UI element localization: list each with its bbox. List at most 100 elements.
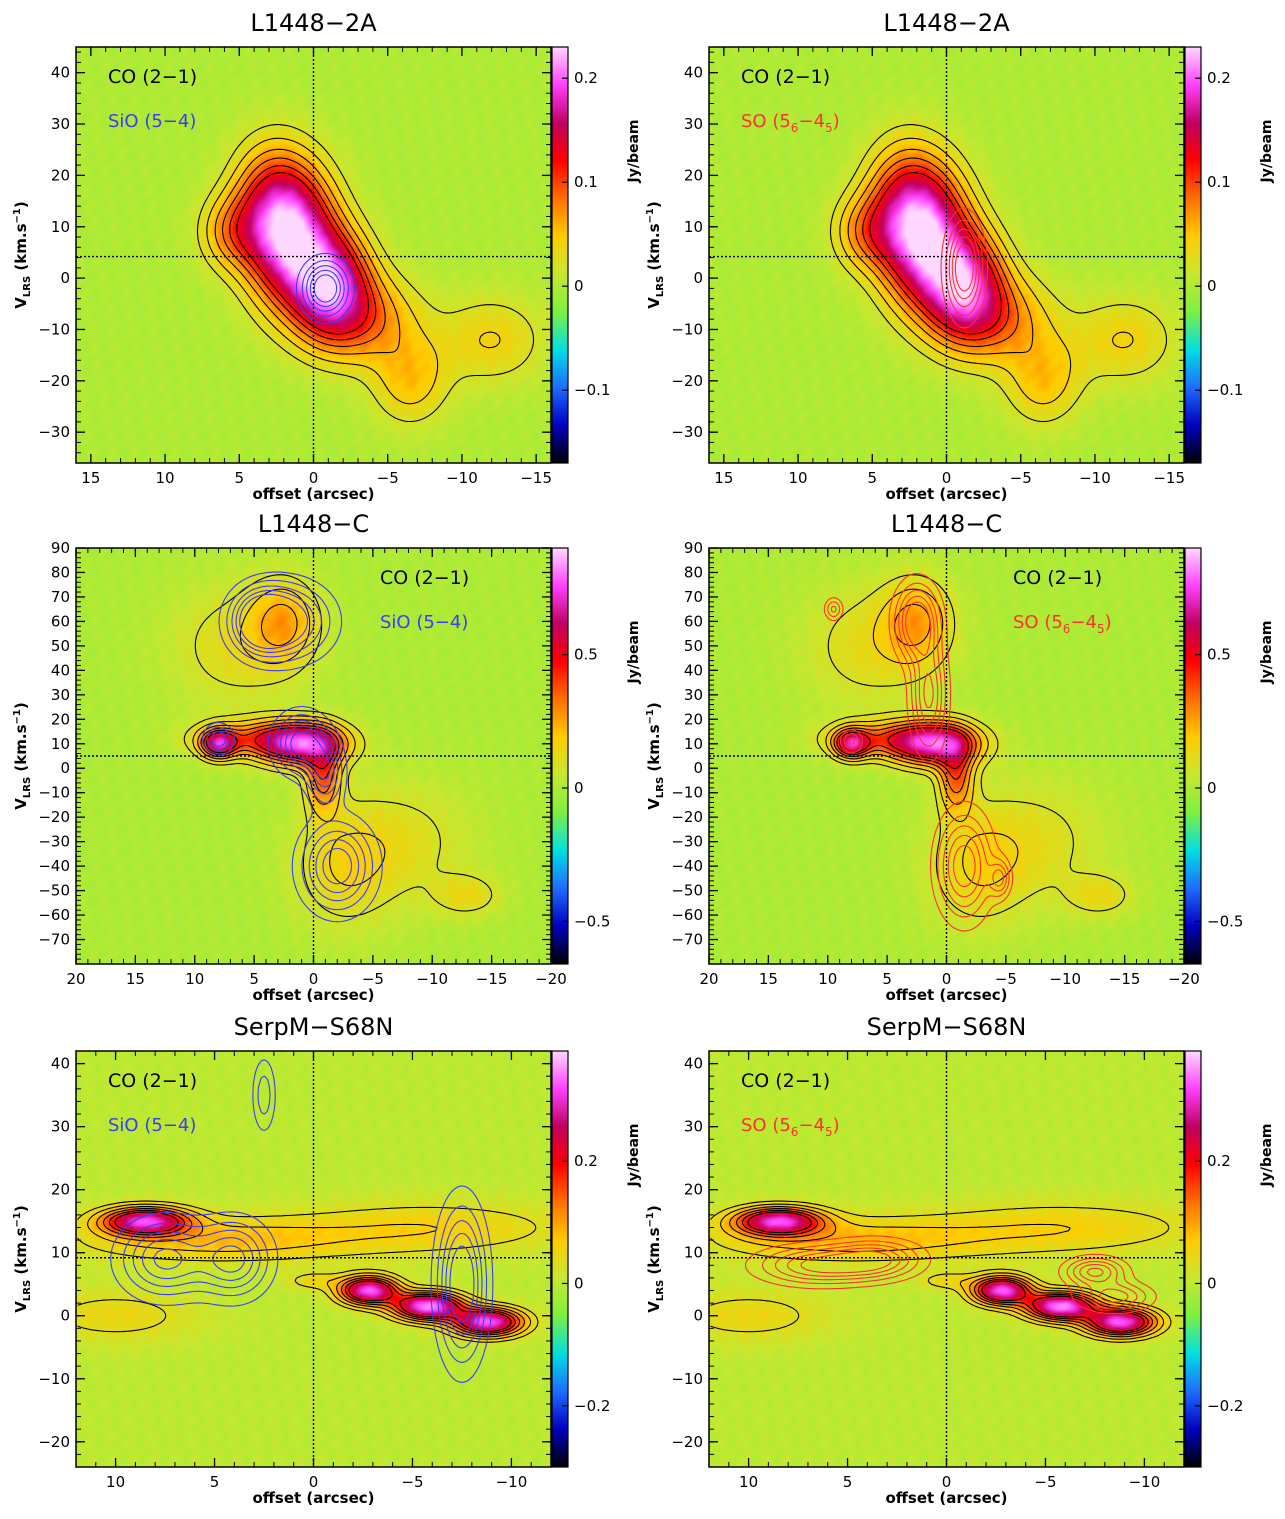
co-contour-5 <box>741 1209 1149 1334</box>
so-contour-3-path <box>830 589 1007 907</box>
colorbar-tick-label: −0.2 <box>574 1397 610 1415</box>
so-contour-2 <box>761 1240 1147 1310</box>
co-contour-3-path <box>847 148 1034 355</box>
so-contour-1-path <box>940 207 989 329</box>
x-axis: 10 5 0 −5 −10 <box>708 1051 1185 1491</box>
so-label-main: SO (5 <box>741 1115 791 1136</box>
co-legend-label: CO (2−1) <box>380 567 469 589</box>
x-tick-label: −20 <box>1168 970 1200 988</box>
y-tick-label: 10 <box>684 735 703 753</box>
x-axis-label: offset (arcsec) <box>885 1489 1007 1507</box>
y-label-main: V <box>12 1301 30 1313</box>
sio-contour-2 <box>206 579 374 911</box>
co-contour-1 <box>183 574 493 917</box>
x-axis: 20 15 10 5 0 −5 −10 −15 −20 <box>699 548 1200 988</box>
sio-contour-1-path <box>110 1059 494 1383</box>
y-label-sub: LRS <box>655 777 666 798</box>
y-tick-label: 20 <box>684 710 703 728</box>
so-contour-1-path <box>744 1235 1157 1315</box>
co-contour-6 <box>869 172 1003 335</box>
y-label-exp: −1 <box>12 709 23 724</box>
y-tick-label: −60 <box>38 906 70 924</box>
y-label-unit: (km.s <box>12 1227 30 1279</box>
y-tick-label: 10 <box>684 218 703 236</box>
y-tick-label: −40 <box>38 857 70 875</box>
co-contour-6-path <box>236 172 370 335</box>
y-tick-label: 0 <box>693 1307 703 1325</box>
sio-contour-2-path <box>206 579 374 911</box>
co-contour-6 <box>114 1211 512 1332</box>
x-tick-label: 0 <box>309 469 319 487</box>
x-tick-label: −15 <box>1109 970 1141 988</box>
x-tick-label: 0 <box>942 469 952 487</box>
co-contour-4-path <box>221 157 386 348</box>
co-legend-label: CO (2−1) <box>108 66 197 88</box>
y-label-close: ) <box>645 702 663 709</box>
y-tick-label: −60 <box>671 906 703 924</box>
panel-title: L1448−C <box>891 510 1002 538</box>
y-tick-label: 70 <box>51 588 70 606</box>
y-tick-label: 40 <box>51 661 70 679</box>
x-tick-label: 5 <box>249 970 259 988</box>
y-tick-label: 90 <box>684 539 703 557</box>
co-contour-6 <box>747 1211 1145 1332</box>
co-contour-1 <box>77 1200 539 1343</box>
colorbar-tick-label: 0 <box>1207 779 1217 797</box>
sio-contour-2 <box>122 1075 488 1363</box>
co-legend-label: CO (2−1) <box>1013 567 1102 589</box>
colorbar-label: Jy/beam <box>626 621 642 685</box>
y-label-exp: −1 <box>12 1212 23 1227</box>
sio-contour-4-path <box>142 1232 479 1336</box>
co-contour-5 <box>108 1209 516 1334</box>
y-tick-label: 80 <box>51 563 70 581</box>
x-tick-label: −20 <box>535 970 567 988</box>
x-tick-label: −5 <box>377 469 399 487</box>
y-label-exp: −1 <box>645 709 656 724</box>
y-tick-label: 30 <box>684 1118 703 1136</box>
colorbar-tick-label: 0.5 <box>1207 646 1231 664</box>
y-tick-label: −10 <box>671 784 703 802</box>
co-contour-4 <box>854 157 1019 348</box>
colorbar-gradient <box>1184 46 1202 464</box>
y-tick-label: 0 <box>60 1307 70 1325</box>
y-tick-label: 0 <box>693 759 703 777</box>
co-contour-4 <box>221 157 386 348</box>
y-tick-label: 20 <box>51 1181 70 1199</box>
co-contour-5-path <box>862 165 1010 341</box>
y-label-unit: (km.s <box>12 724 30 776</box>
y-axis: 40 30 20 10 0 −10 −20 <box>671 1050 1184 1468</box>
co-contour-2 <box>839 137 1134 405</box>
sio-contour-3-path <box>210 585 366 902</box>
y-axis-label: VLRS (km.s−1) <box>12 201 33 308</box>
panel-title: SerpM−S68N <box>234 1013 394 1041</box>
y-axis-label: VLRS (km.s−1) <box>645 201 666 308</box>
y-tick-label: −70 <box>38 931 70 949</box>
sio-contour-5 <box>313 274 338 303</box>
sio-contour-1-path <box>202 571 383 923</box>
so-contour-3 <box>830 589 1007 907</box>
so-contour-5 <box>905 601 976 888</box>
so-label-sub2: 5 <box>825 121 833 135</box>
y-label-exp: −1 <box>645 208 656 223</box>
y-axis-label: VLRS (km.s−1) <box>645 1205 666 1312</box>
co-contour-3 <box>847 148 1034 355</box>
sio-contour-5-path <box>239 593 353 885</box>
co-contour-1 <box>816 574 1126 917</box>
colorbar: 0.2 0 −0.2 Jy/beam <box>551 1050 642 1468</box>
co-contour-6-path <box>114 1211 512 1332</box>
x-tick-label: 10 <box>185 970 204 988</box>
x-tick-label: 15 <box>81 469 100 487</box>
so-label-close: ) <box>1105 612 1112 633</box>
y-tick-label: −30 <box>38 423 70 441</box>
x-tick-label: −15 <box>476 970 508 988</box>
x-axis: 10 5 0 −5 −10 <box>75 1051 552 1491</box>
colorbar-tick-label: 0 <box>1207 1274 1217 1292</box>
x-tick-label: 5 <box>868 469 878 487</box>
so-contour-3 <box>948 228 980 308</box>
x-axis-label: offset (arcsec) <box>252 1489 374 1507</box>
y-axis-label: VLRS (km.s−1) <box>645 702 666 809</box>
y-label-unit: (km.s <box>12 223 30 275</box>
y-tick-label: −10 <box>38 320 70 338</box>
